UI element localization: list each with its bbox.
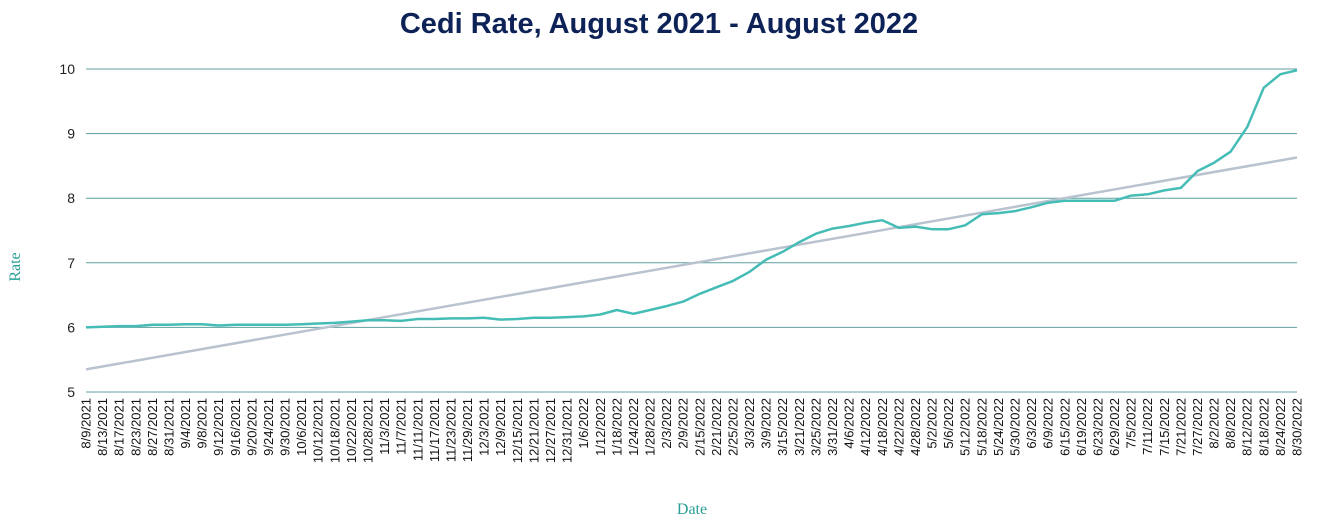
y-tick-label: 7 [67, 255, 75, 271]
x-tick-label: 7/5/2022 [1124, 398, 1139, 449]
x-tick-label: 12/3/2021 [477, 398, 492, 456]
x-tick-label: 7/27/2022 [1190, 398, 1205, 456]
x-tick-label: 3/31/2022 [825, 398, 840, 456]
x-tick-label: 5/30/2022 [1007, 398, 1022, 456]
x-tick-label: 11/3/2021 [377, 398, 392, 455]
x-tick-label: 3/9/2022 [759, 398, 774, 449]
x-tick-label: 11/17/2021 [427, 398, 442, 462]
x-tick-label: 8/17/2021 [112, 398, 127, 456]
x-tick-label: 8/27/2021 [145, 398, 160, 456]
x-tick-label: 7/15/2022 [1157, 398, 1172, 456]
x-tick-label: 5/12/2022 [958, 398, 973, 456]
x-tick-label: 1/18/2022 [609, 398, 624, 456]
x-tick-label: 6/29/2022 [1107, 398, 1122, 456]
x-tick-label: 5/2/2022 [925, 398, 940, 449]
x-tick-label: 4/22/2022 [891, 398, 906, 456]
y-tick-label: 6 [67, 319, 75, 335]
x-tick-label: 4/18/2022 [875, 398, 890, 456]
x-tick-label: 10/22/2021 [344, 398, 359, 463]
x-tick-label: 10/28/2021 [361, 398, 376, 463]
x-tick-label: 12/27/2021 [543, 398, 558, 463]
x-tick-label: 12/31/2021 [560, 398, 575, 463]
x-tick-label: 4/28/2022 [908, 398, 923, 456]
x-axis-label: Date [676, 501, 708, 518]
x-tick-label: 1/6/2022 [576, 398, 591, 449]
x-tick-label: 6/3/2022 [1024, 398, 1039, 449]
x-tick-label: 8/24/2022 [1273, 398, 1288, 456]
x-tick-label: 11/23/2021 [443, 398, 458, 462]
y-tick-label: 8 [67, 190, 75, 206]
x-tick-label: 9/12/2021 [211, 398, 226, 456]
chart-title: Cedi Rate, August 2021 - August 2022 [399, 8, 919, 40]
x-tick-label: 8/12/2022 [1240, 398, 1255, 456]
y-tick-label: 10 [59, 61, 75, 77]
x-tick-label: 3/3/2022 [742, 398, 757, 449]
y-tick-labels: 5 6 7 8 9 10 [59, 61, 75, 400]
x-tick-label: 1/24/2022 [626, 398, 641, 456]
x-tick-label: 9/4/2021 [178, 398, 193, 449]
x-tick-label: 9/30/2021 [278, 398, 293, 456]
x-tick-label: 2/9/2022 [676, 398, 691, 449]
x-tick-label: 8/2/2022 [1207, 398, 1222, 449]
x-tick-label: 8/18/2022 [1256, 398, 1271, 456]
x-tick-label: 2/15/2022 [692, 398, 707, 456]
x-tick-label: 2/3/2022 [659, 398, 674, 449]
x-tick-label: 8/30/2022 [1290, 398, 1305, 456]
x-tick-label: 10/18/2021 [327, 398, 342, 463]
x-tick-label: 9/16/2021 [228, 398, 243, 456]
x-tick-label: 12/9/2021 [493, 398, 508, 456]
y-tick-label: 9 [67, 126, 75, 142]
x-tick-label: 5/6/2022 [941, 398, 956, 449]
grid-lines [86, 68, 1297, 393]
trendline [85, 156, 1298, 371]
x-tick-label: 12/21/2021 [526, 398, 541, 463]
x-tick-label: 4/12/2022 [858, 398, 873, 456]
y-tick-label: 5 [67, 384, 75, 400]
x-tick-label: 3/25/2022 [808, 398, 823, 456]
x-tick-label: 8/13/2021 [95, 398, 110, 456]
x-tick-labels: 8/9/2021 8/13/2021 8/17/2021 8/23/2021 8/27/… [79, 398, 1305, 463]
x-tick-label: 7/21/2022 [1173, 398, 1188, 456]
x-tick-label: 10/6/2021 [294, 398, 309, 456]
x-tick-label: 11/7/2021 [394, 398, 409, 455]
x-tick-label: 6/9/2022 [1041, 398, 1056, 449]
x-tick-label: 6/15/2022 [1057, 398, 1072, 456]
x-tick-label: 10/12/2021 [311, 398, 326, 463]
x-tick-label: 6/23/2022 [1090, 398, 1105, 456]
x-tick-label: 3/21/2022 [792, 398, 807, 456]
x-tick-label: 1/12/2022 [593, 398, 608, 456]
x-tick-label: 8/31/2021 [161, 398, 176, 456]
x-tick-label: 1/28/2022 [643, 398, 658, 456]
x-tick-label: 2/21/2022 [709, 398, 724, 456]
x-tick-label: 8/23/2021 [128, 398, 143, 456]
x-tick-label: 3/15/2022 [775, 398, 790, 456]
x-tick-label: 8/8/2022 [1223, 398, 1238, 449]
x-tick-label: 5/18/2022 [974, 398, 989, 456]
x-tick-label: 9/20/2021 [244, 398, 259, 456]
series-layer [85, 69, 1298, 371]
x-tick-label: 12/15/2021 [510, 398, 525, 463]
x-tick-label: 6/19/2022 [1074, 398, 1089, 456]
x-tick-label: 4/6/2022 [842, 398, 857, 449]
x-tick-label: 11/11/2021 [410, 398, 425, 461]
x-tick-label: 9/24/2021 [261, 398, 276, 456]
x-tick-label: 9/8/2021 [195, 398, 210, 449]
series-line-cedi-rate [85, 69, 1298, 329]
x-tick-label: 11/29/2021 [460, 398, 475, 462]
x-tick-label: 8/9/2021 [79, 398, 94, 449]
x-tick-label: 2/25/2022 [725, 398, 740, 456]
x-tick-label: 5/24/2022 [991, 398, 1006, 456]
x-tick-label: 7/11/2022 [1140, 398, 1155, 455]
